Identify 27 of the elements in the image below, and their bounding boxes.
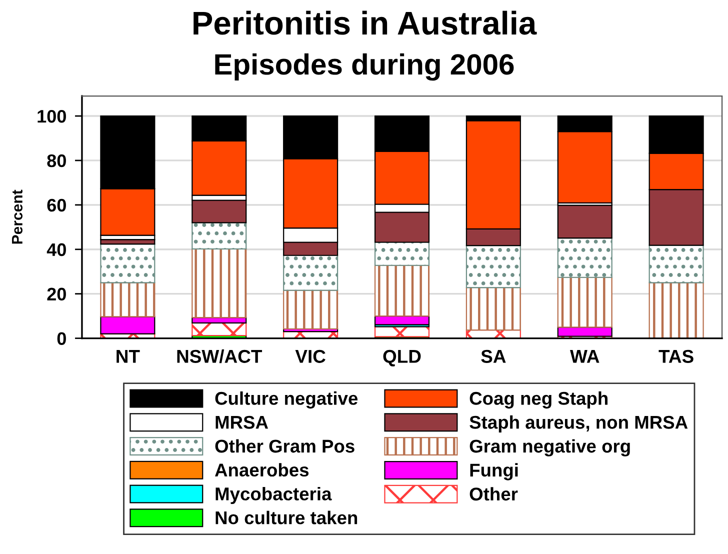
legend-label: Fungi [470,463,518,480]
legend-label: Gram negative org [470,439,630,456]
legend-label: Other Gram Pos [215,439,354,453]
x-tick-label: VIC [295,350,326,363]
y-tick-label: 60 [47,198,66,212]
legend-label: Staph aureus, non MRSA [470,415,688,432]
x-tick-label: QLD [383,350,421,366]
legend-label: MRSA [216,416,268,429]
x-tick-label: WA [570,350,600,363]
x-tick-label: NT [116,350,140,363]
y-tick-label: 100 [38,110,66,123]
chart-subtitle: Episodes during 2006 [215,53,514,81]
y-tick-label: 20 [47,288,66,301]
y-tick-label: 0 [57,332,66,345]
legend-label: Other [470,487,518,501]
x-tick-label: SA [481,350,506,363]
legend-label: Coag neg Staph [470,391,608,409]
legend-label: Culture negative [215,391,358,409]
y-tick-label: 80 [47,154,66,168]
chart-title: Peritonitis in Australia [194,10,537,35]
y-tick-label: 40 [46,243,66,256]
legend-label: Anaerobes [214,463,309,477]
y-axis-title: Percent [12,190,22,244]
legend-label: No culture taken [216,510,358,524]
x-tick-label: NSW/ACT [177,349,262,364]
legend-label: Mycobacteria [216,486,332,504]
x-tick-label: TAS [658,350,694,363]
